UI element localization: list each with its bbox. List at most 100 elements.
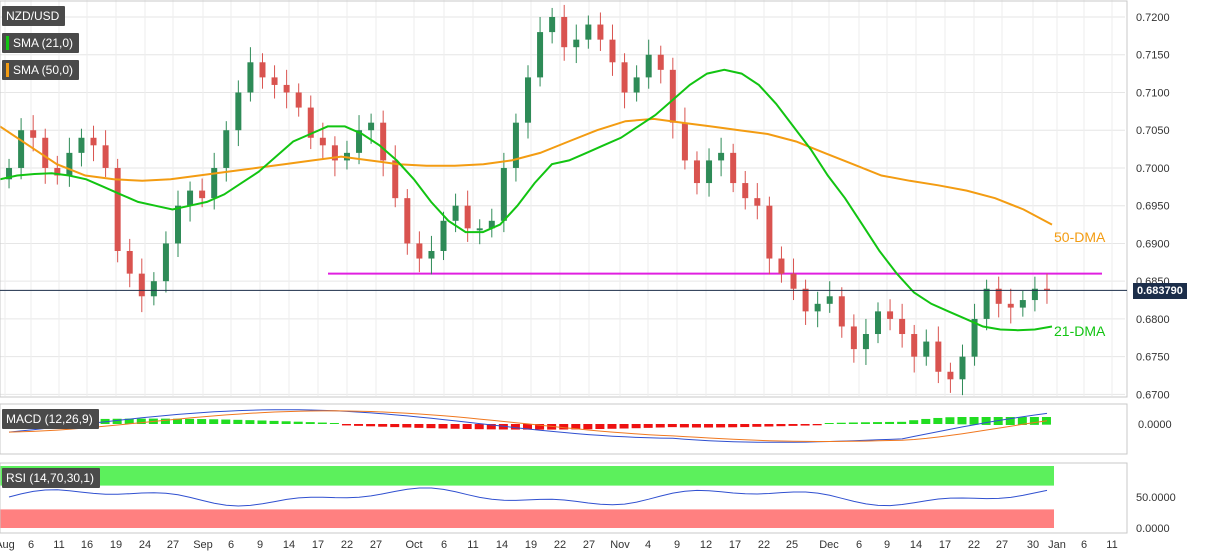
- candle-down: [102, 145, 109, 168]
- macd-label: MACD (12,26,9): [6, 412, 93, 426]
- macd-histogram-bar: [281, 421, 291, 424]
- macd-histogram-bar: [909, 420, 919, 424]
- pane-frame: [0, 0, 1128, 398]
- rsi-pane: 50.0000 0.0000: [0, 466, 1176, 535]
- candle-down: [331, 145, 338, 161]
- candle-up: [549, 17, 556, 33]
- macd-histogram-bar: [245, 420, 255, 424]
- candle-down: [838, 296, 845, 327]
- price-tick-label: 0.6950: [1136, 201, 1170, 213]
- rsi-tick-label: 50.0000: [1136, 492, 1176, 504]
- macd-histogram-bar: [257, 420, 267, 424]
- macd-histogram-bar: [764, 424, 774, 427]
- macd-histogram-bar: [498, 424, 508, 430]
- candle-up: [247, 62, 254, 93]
- candle-down: [126, 250, 133, 274]
- candle-up: [187, 190, 194, 206]
- candle-up: [162, 243, 169, 282]
- macd-histogram-bar: [209, 419, 219, 424]
- time-tick-label: 11: [53, 539, 64, 551]
- time-tick-label: 27: [583, 539, 595, 551]
- time-tick-label: 22: [554, 539, 566, 551]
- macd-histogram-bar: [716, 424, 726, 428]
- macd-histogram-bar: [981, 417, 991, 425]
- time-tick-label: Nov: [610, 539, 630, 551]
- time-tick-label: 14: [910, 539, 922, 551]
- macd-histogram-bar: [921, 418, 931, 424]
- price-tick-label: 0.6750: [1136, 352, 1170, 364]
- macd-histogram-bar: [378, 424, 388, 427]
- candle-down: [621, 62, 628, 93]
- candle-up: [175, 205, 181, 244]
- macd-histogram-bar: [595, 424, 605, 430]
- time-tick-label: 27: [996, 539, 1008, 551]
- sma21-tag[interactable]: SMA (21,0): [2, 33, 80, 53]
- candle-up: [6, 167, 13, 180]
- candle-up: [512, 122, 519, 168]
- macd-histogram-bar: [740, 424, 750, 428]
- macd-histogram-bar: [583, 424, 593, 430]
- macd-histogram-bar: [233, 419, 243, 424]
- candle-down: [935, 341, 942, 372]
- candle-up: [875, 311, 881, 335]
- macd-histogram-bar: [354, 424, 364, 426]
- time-tick-label: Oct: [405, 539, 422, 551]
- candle-down: [766, 205, 773, 259]
- macd-histogram-bar: [885, 421, 895, 424]
- macd-histogram-bar: [631, 424, 641, 429]
- macd-histogram-bar: [559, 424, 569, 430]
- price-grid: [0, 0, 1125, 396]
- macd-histogram-bar: [812, 424, 822, 426]
- macd-histogram-bar: [655, 424, 665, 428]
- candle-up: [1031, 288, 1038, 301]
- candle-down: [259, 62, 266, 78]
- current-price-badge: 0.683790: [1133, 283, 1187, 299]
- macd-tag[interactable]: MACD (12,26,9): [2, 409, 99, 429]
- macd-histogram-bar: [329, 422, 339, 424]
- symbol-tag[interactable]: NZD/USD: [2, 6, 66, 26]
- moving-averages: [0, 68, 1053, 332]
- time-tick-label: 14: [496, 539, 508, 551]
- macd-histogram-bar: [945, 417, 955, 424]
- macd-histogram-bar: [414, 424, 424, 428]
- macd-histogram-bar: [873, 422, 882, 424]
- candle-down: [778, 258, 785, 274]
- candle-up: [488, 220, 495, 229]
- macd-histogram-bar: [728, 424, 738, 428]
- candle-down: [416, 243, 423, 259]
- time-tick-label: 9: [257, 539, 263, 551]
- macd-histogram-bar: [860, 422, 870, 424]
- candle-up: [150, 281, 157, 297]
- sma21-line: [0, 68, 1053, 332]
- candle-up: [1019, 300, 1026, 308]
- macd-histogram-bar: [933, 417, 943, 424]
- candle-up: [826, 296, 833, 304]
- candle-down: [54, 167, 61, 176]
- macd-signal-line: [8, 410, 1048, 442]
- macd-histogram-bar: [510, 424, 520, 430]
- price-tick-label: 0.7200: [1136, 12, 1170, 24]
- candle-up: [633, 77, 640, 93]
- time-tick-label: 19: [110, 539, 122, 551]
- candle-up: [959, 356, 966, 380]
- time-tick-label: 9: [674, 539, 680, 551]
- candle-down: [1043, 288, 1050, 291]
- sma50-swatch: [6, 63, 9, 77]
- candle-down: [730, 152, 737, 184]
- candle-up: [537, 32, 544, 78]
- price-tick-label: 0.6800: [1136, 314, 1170, 326]
- macd-histogram-bar: [160, 418, 170, 424]
- candle-up: [923, 341, 930, 357]
- macd-histogram-bar: [426, 424, 436, 429]
- candle-down: [561, 17, 568, 48]
- macd-histogram-bar: [112, 418, 122, 424]
- rsi-tag[interactable]: RSI (14,70,30,1): [2, 468, 101, 488]
- time-tick-label: 6: [1081, 539, 1087, 551]
- macd-histogram-bar: [824, 422, 834, 424]
- pane-frame: [0, 403, 1128, 455]
- candle-down: [947, 371, 954, 380]
- sma50-tag[interactable]: SMA (50,0): [2, 60, 80, 80]
- time-tick-label: 17: [312, 539, 324, 551]
- macd-histogram-bar: [619, 424, 629, 429]
